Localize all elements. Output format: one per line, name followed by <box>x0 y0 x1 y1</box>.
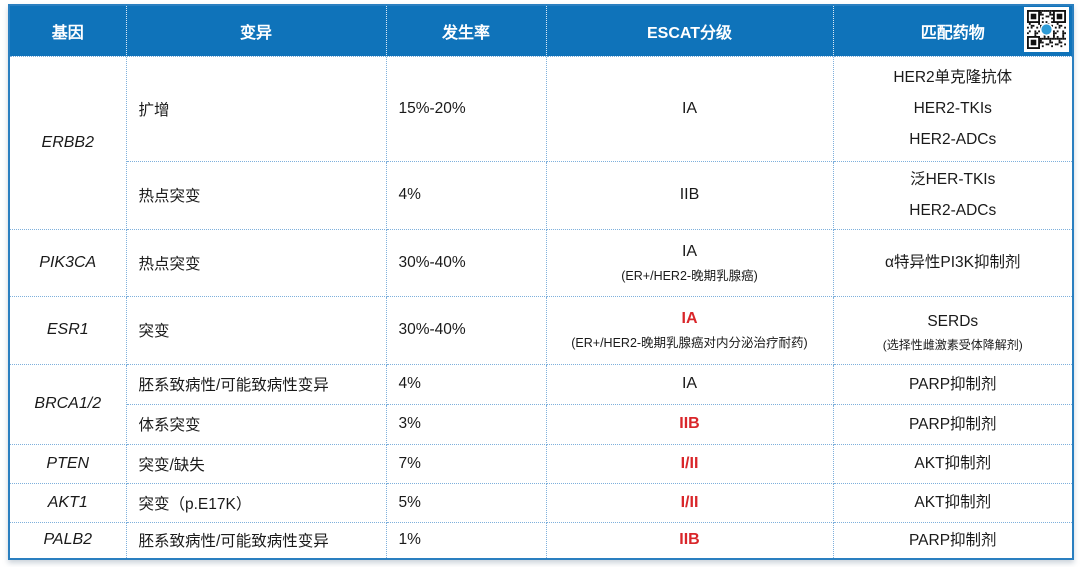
rate-cell: 15%-20% <box>385 55 547 162</box>
drug-note: (选择性雌激素受体降解剂) <box>882 338 1023 353</box>
table-body: ERBB2 扩增 15%-20% IA HER2单克隆抗体 HER2-TKIs HER2-A… <box>8 55 1074 560</box>
drug-name: PARP抑制剂 <box>908 415 997 433</box>
rate-cell: 30%-40% <box>385 228 547 297</box>
drug-name: PARP抑制剂 <box>908 531 997 549</box>
drugs-cell: AKT抑制剂 <box>832 482 1074 523</box>
escat-grade: I/II <box>680 493 699 511</box>
variant-cell: 胚系致病性/可能致病性变异 <box>125 521 387 560</box>
escat-cell: IIB <box>545 403 834 445</box>
drug-name: AKT抑制剂 <box>914 455 992 472</box>
gene-cell: PTEN <box>8 443 127 484</box>
table-row: 体系突变 3% IIB PARP抑制剂 <box>9 403 1074 445</box>
escat-cell: IA (ER+/HER2-晚期乳腺癌对内分泌治疗耐药) <box>545 295 834 365</box>
escat-cell: IA (ER+/HER2-晚期乳腺癌) <box>545 228 834 297</box>
header-variant: 变异 <box>125 5 386 56</box>
drugs-cell: 泛HER-TKIs HER2-ADCs <box>832 160 1074 230</box>
escat-grade: IIB <box>679 531 700 549</box>
rate-cell: 3% <box>385 403 547 445</box>
header-gene-label: 基因 <box>51 24 84 42</box>
variant-cell: 胚系致病性/可能致病性变异 <box>125 363 387 405</box>
gene-cell: PIK3CA <box>8 228 127 297</box>
drugs-cell: PARP抑制剂 <box>832 363 1074 405</box>
header-row: 基因 变异 发生率 ESCAT分级 匹配药物 <box>9 5 1073 56</box>
escat-cell: IIB <box>545 521 834 560</box>
rate-cell: 30%-40% <box>385 295 547 365</box>
variant-cell: 突变（p.E17K） <box>125 482 387 523</box>
variant-cell: 扩增 <box>125 55 387 162</box>
biomarker-table: 基因 变异 发生率 ESCAT分级 匹配药物 ERBB2 扩增 15%-20% IA H… <box>8 4 1074 560</box>
drugs-cell: SERDs (选择性雌激素受体降解剂) <box>832 295 1074 365</box>
drug-name: HER2-TKIs <box>913 100 992 117</box>
escat-note: (ER+/HER2-晚期乳腺癌对内分泌治疗耐药) <box>571 336 808 350</box>
drug-name: α特异性PI3K抑制剂 <box>884 254 1021 271</box>
escat-grade: IA <box>681 375 698 392</box>
drug-name: HER2单克隆抗体 <box>893 69 1013 86</box>
table-row: ESR1 突变 30%-40% IA (ER+/HER2-晚期乳腺癌对内分泌治疗耐药) S… <box>8 295 1074 365</box>
rate-cell: 5% <box>385 482 547 523</box>
rate-cell: 4% <box>385 363 547 405</box>
table-row: BRCA1/2 胚系致病性/可能致病性变异 4% IA PARP抑制剂 <box>8 363 1074 445</box>
drug-name: HER2-ADCs <box>909 202 997 219</box>
table-header: 基因 变异 发生率 ESCAT分级 匹配药物 <box>9 5 1073 56</box>
escat-grade: I/II <box>680 454 699 472</box>
rate-cell: 1% <box>385 521 547 560</box>
table-row: PTEN 突变/缺失 7% I/II AKT抑制剂 <box>8 443 1074 484</box>
header-escat-label: ESCAT分级 <box>646 24 733 42</box>
drug-name: HER2-ADCs <box>909 131 997 148</box>
escat-cell: IA <box>545 55 834 162</box>
header-variant-label: 变异 <box>239 24 272 42</box>
variant-cell: 体系突变 <box>125 403 387 445</box>
drug-name: SERDs <box>927 313 979 331</box>
drugs-cell: α特异性PI3K抑制剂 <box>832 228 1074 297</box>
escat-grade: IIB <box>679 186 700 203</box>
drug-name: PARP抑制剂 <box>908 375 997 393</box>
drugs-cell: AKT抑制剂 <box>832 443 1074 484</box>
header-gene: 基因 <box>9 5 126 56</box>
header-rate-label: 发生率 <box>441 24 490 42</box>
drugs-cell: HER2单克隆抗体 HER2-TKIs HER2-ADCs <box>832 55 1074 162</box>
table-row: ERBB2 扩增 15%-20% IA HER2单克隆抗体 HER2-TKIs HER2-A… <box>8 55 1074 230</box>
variant-cell: 热点突变 <box>125 228 387 297</box>
escat-grade: IA <box>681 99 698 117</box>
qr-code-icon <box>1024 7 1069 52</box>
variant-cell: 热点突变 <box>125 160 387 230</box>
drug-name: AKT抑制剂 <box>914 494 992 511</box>
escat-cell: IA <box>545 363 834 405</box>
drugs-cell: PARP抑制剂 <box>832 403 1074 445</box>
biomarker-table-card: 基因 变异 发生率 ESCAT分级 匹配药物 ERBB2 扩增 15%-20% IA H… <box>8 4 1074 560</box>
escat-grade: IIB <box>679 415 700 432</box>
escat-grade: IA <box>681 242 698 260</box>
table-row: PIK3CA 热点突变 30%-40% IA (ER+/HER2-晚期乳腺癌) α特异性P… <box>8 228 1074 297</box>
table-row: PALB2 胚系致病性/可能致病性变异 1% IIB PARP抑制剂 <box>8 521 1074 560</box>
rate-cell: 7% <box>385 443 547 484</box>
escat-cell: I/II <box>545 482 834 523</box>
variant-cell: 突变/缺失 <box>125 443 387 484</box>
gene-cell: ESR1 <box>8 295 127 365</box>
gene-cell: PALB2 <box>8 521 127 560</box>
escat-cell: IIB <box>545 160 834 230</box>
table-row: 热点突变 4% IIB 泛HER-TKIs HER2-ADCs <box>9 160 1074 230</box>
header-rate: 发生率 <box>385 5 546 56</box>
drugs-cell: PARP抑制剂 <box>832 521 1074 560</box>
gene-cell: BRCA1/2 <box>8 363 127 445</box>
drug-name: 泛HER-TKIs <box>910 171 996 188</box>
header-drugs-label: 匹配药物 <box>920 24 985 42</box>
gene-cell: AKT1 <box>8 482 127 523</box>
header-escat: ESCAT分级 <box>545 5 833 56</box>
rate-cell: 4% <box>385 160 547 230</box>
variant-cell: 突变 <box>125 295 387 365</box>
table-row: AKT1 突变（p.E17K） 5% I/II AKT抑制剂 <box>8 482 1074 523</box>
escat-grade: IA <box>681 310 698 327</box>
escat-cell: I/II <box>545 443 834 484</box>
escat-note: (ER+/HER2-晚期乳腺癌) <box>621 268 758 283</box>
gene-cell: ERBB2 <box>8 55 127 230</box>
